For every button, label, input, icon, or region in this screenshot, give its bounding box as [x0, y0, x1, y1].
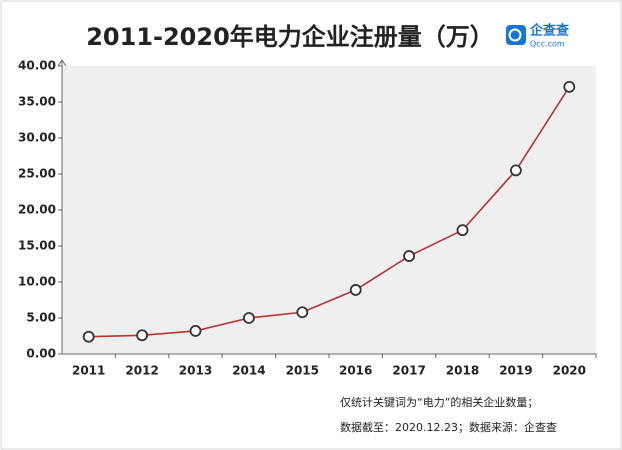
x-tick-label: 2012 [125, 364, 158, 378]
y-tick-label: 15.00 [18, 239, 56, 253]
x-tick-label: 2014 [232, 364, 265, 378]
y-tick-label: 35.00 [18, 95, 56, 109]
marker [403, 250, 416, 262]
logo-q [508, 28, 522, 42]
y-tick-label: 30.00 [18, 131, 56, 145]
y-tick-label: 25.00 [18, 167, 56, 181]
note: 数据截至：2020.12.23；数据来源：企查查 [340, 420, 557, 434]
x-tick-label: 2016 [339, 364, 372, 378]
marker [189, 325, 202, 337]
x-tick-label: 2015 [286, 364, 319, 378]
note: 仅统计关键词为“电力”的相关企业数量； [340, 395, 538, 409]
y-tick-label: 5.00 [26, 311, 56, 325]
y-axis-arrow [57, 59, 67, 67]
x-tick-label: 2017 [392, 364, 425, 378]
y-tick-label: 40.00 [18, 59, 56, 73]
y-tick-label: 20.00 [18, 203, 56, 217]
x-tick-label: 2018 [446, 364, 479, 378]
plot-area [62, 66, 596, 354]
x-tick-label: 2011 [72, 364, 105, 378]
logo-url: Qcc.com [530, 40, 565, 49]
marker [349, 284, 362, 296]
x-tick-label: 2013 [179, 364, 212, 378]
marker [510, 164, 522, 177]
x-tick-label: 2019 [499, 364, 532, 378]
y-tick-label: 10.00 [18, 275, 56, 289]
y-tick-label: 0.00 [26, 347, 56, 361]
logo-name: 企查查 [529, 23, 570, 39]
chart-title: 2011-2020年电力企业注册量（万） [86, 23, 494, 51]
marker [136, 329, 149, 342]
marker [242, 312, 255, 324]
marker [296, 306, 309, 319]
marker [456, 224, 469, 237]
marker [82, 330, 95, 343]
line [88, 86, 570, 338]
marker [563, 80, 576, 93]
x-tick-label: 2020 [553, 364, 586, 378]
logo: 企查查 Qcc.com [506, 23, 570, 49]
